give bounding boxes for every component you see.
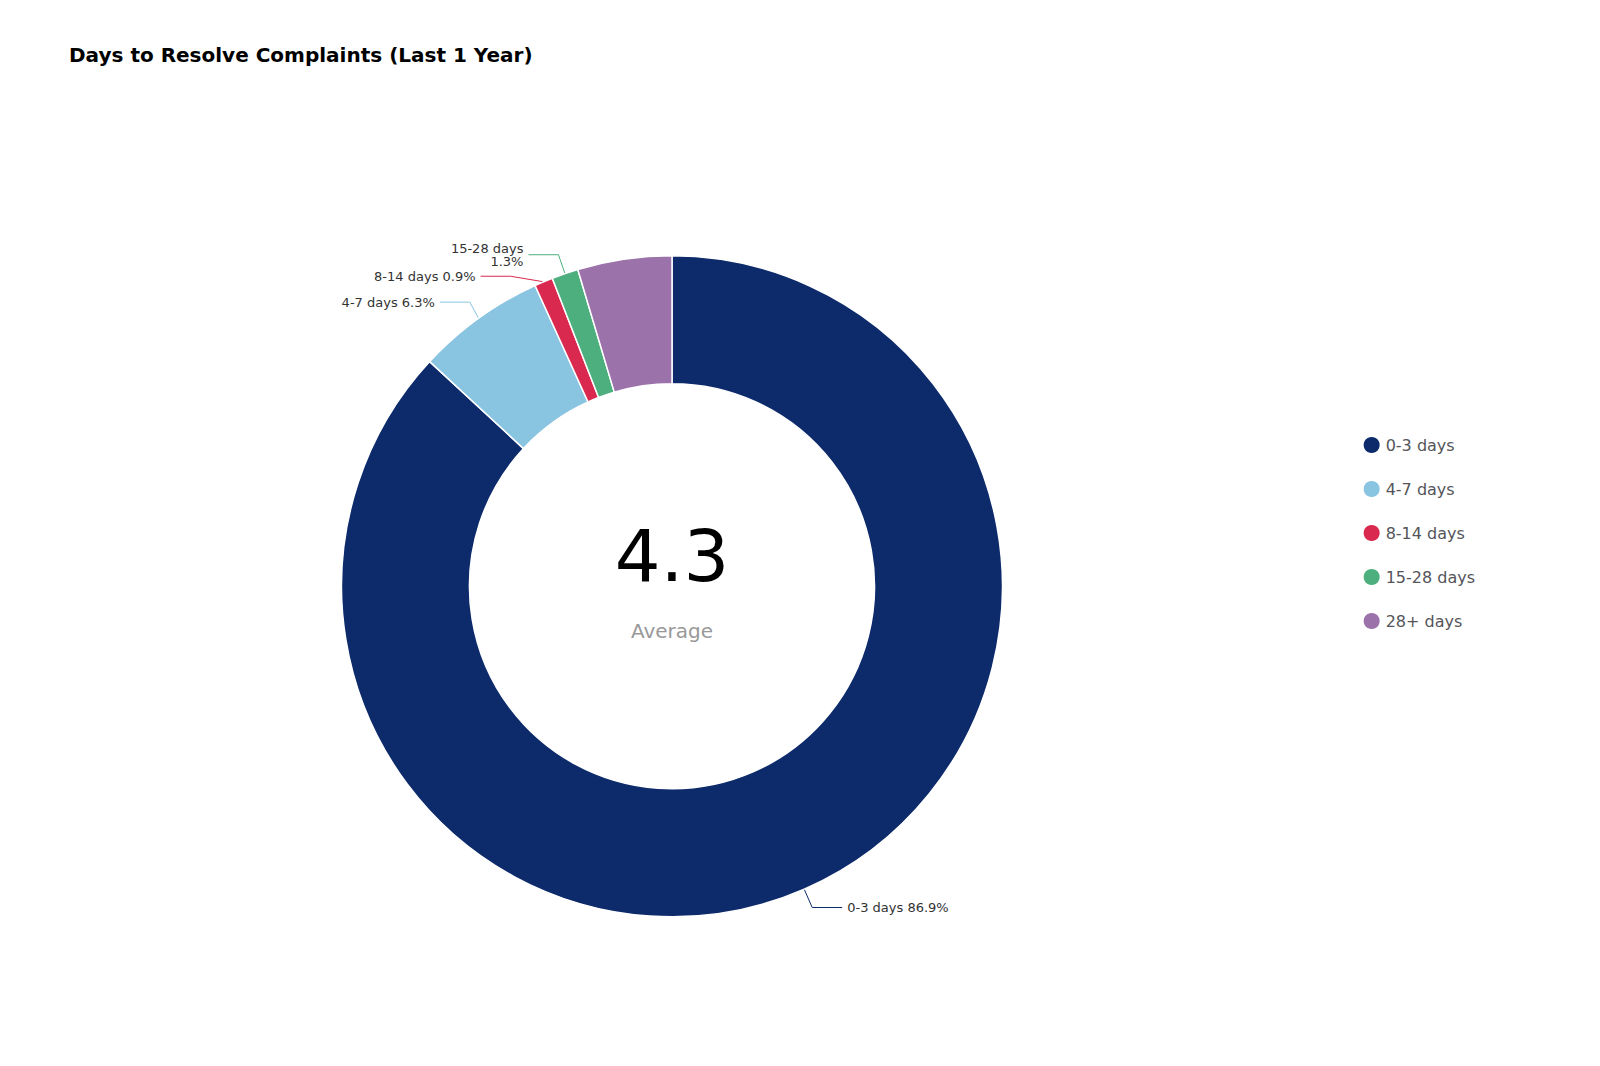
svg-text:0-3 days 86.9%: 0-3 days 86.9% <box>847 900 948 915</box>
svg-text:8-14 days: 8-14 days <box>1386 524 1465 543</box>
svg-text:4-7 days 6.3%: 4-7 days 6.3% <box>342 295 435 310</box>
svg-text:15-28 days: 15-28 days <box>450 240 524 256</box>
svg-text:8-14 days 0.9%: 8-14 days 0.9% <box>374 269 475 284</box>
svg-text:1.3%: 1.3% <box>490 254 523 269</box>
svg-text:0-3 days: 0-3 days <box>1386 436 1455 455</box>
svg-text:28+ days: 28+ days <box>1386 612 1463 631</box>
svg-text:4.3: 4.3 <box>615 514 730 598</box>
svg-text:Days to Resolve Complaints (La: Days to Resolve Complaints (Last 1 Year) <box>69 43 533 67</box>
svg-text:4-7 days: 4-7 days <box>1386 480 1455 499</box>
svg-text:Average: Average <box>631 619 713 643</box>
svg-text:15-28 days: 15-28 days <box>1386 568 1475 587</box>
